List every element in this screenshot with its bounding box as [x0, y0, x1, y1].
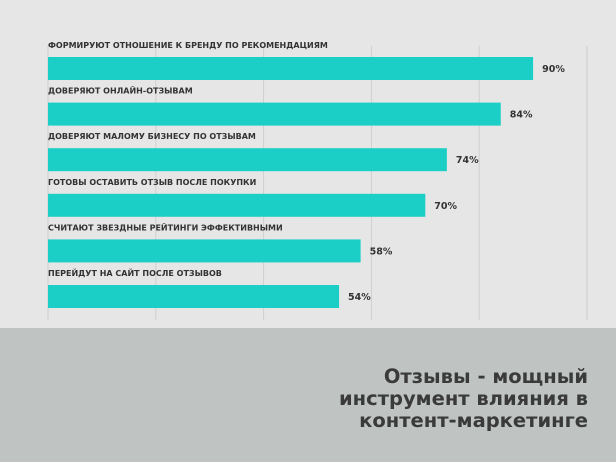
category-label: ДОВЕРЯЮТ МАЛОМУ БИЗНЕСУ ПО ОТЗЫВАМ: [48, 132, 256, 141]
bar: [48, 193, 426, 217]
data-label: 90%: [542, 64, 565, 75]
bar-chart: ФОРМИРУЮТ ОТНОШЕНИЕ К БРЕНДУ ПО РЕКОМЕНД…: [47, 41, 588, 320]
category-label: ГОТОВЫ ОСТАВИТЬ ОТЗЫВ ПОСЛЕ ПОКУПКИ: [48, 178, 256, 187]
data-label: 54%: [348, 292, 371, 303]
bar: [48, 57, 534, 80]
category-label: ПЕРЕЙДУТ НА САЙТ ПОСЛЕ ОТЗЫВОВ: [48, 267, 222, 278]
category-label: ДОВЕРЯЮТ ОНЛАЙН-ОТЗЫВАМ: [48, 85, 193, 96]
bar: [48, 285, 340, 308]
chart-title: Отзывы - мощный инструмент влияния в кон…: [339, 365, 588, 432]
bar: [48, 148, 447, 172]
data-label: 74%: [456, 155, 479, 166]
bar: [48, 102, 501, 126]
footer-panel: Отзывы - мощный инструмент влияния в кон…: [0, 328, 616, 462]
bar: [48, 239, 361, 263]
data-label: 70%: [434, 201, 457, 212]
category-label: ФОРМИРУЮТ ОТНОШЕНИЕ К БРЕНДУ ПО РЕКОМЕНД…: [48, 41, 328, 50]
data-label: 84%: [510, 110, 533, 121]
category-label: СЧИТАЮТ ЗВЕЗДНЫЕ РЕЙТИНГИ ЭФФЕКТИВНЫМИ: [48, 221, 283, 232]
data-label: 58%: [370, 246, 393, 257]
